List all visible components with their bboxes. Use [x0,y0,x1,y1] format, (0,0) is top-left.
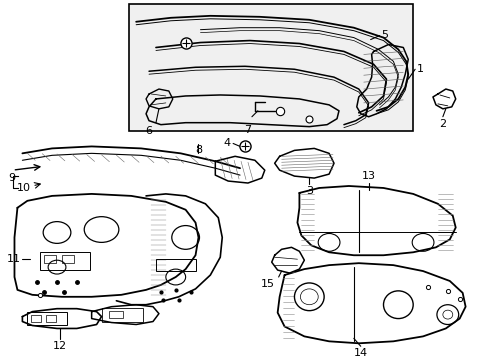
Bar [156,259,195,271]
Bar [44,255,56,263]
Bar [109,311,123,318]
Text: 3: 3 [305,186,312,196]
Text: 8: 8 [195,145,202,156]
Text: 12: 12 [53,341,67,351]
Bar [46,315,56,321]
Text: 4: 4 [223,139,230,148]
Text: 15: 15 [260,279,274,289]
Bar [129,4,412,131]
Bar [27,312,67,325]
Text: 7: 7 [244,125,251,135]
Bar [40,252,89,270]
Bar [102,308,143,321]
Text: 11: 11 [6,254,20,264]
Text: 13: 13 [361,171,375,181]
Text: 14: 14 [353,348,367,358]
Text: 9: 9 [8,173,16,183]
Bar [62,255,74,263]
Text: 6: 6 [145,126,152,136]
Text: 5: 5 [381,30,388,40]
Text: 1: 1 [416,64,423,74]
Bar [31,315,41,321]
Text: 10: 10 [17,183,30,193]
Text: 2: 2 [438,119,446,129]
